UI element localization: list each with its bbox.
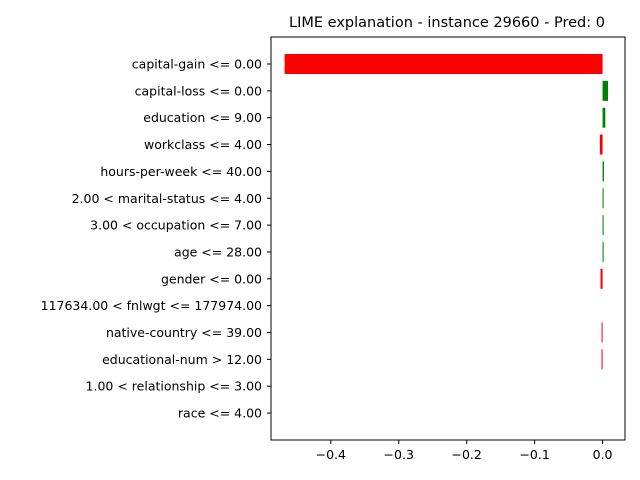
bar-5 [602, 188, 604, 209]
bar-4 [602, 161, 604, 182]
x-tick-label: −0.4 [316, 447, 346, 462]
y-tick-label: capital-loss <= 0.00 [135, 83, 262, 98]
bar-0 [284, 54, 603, 74]
x-tick-label: −0.2 [452, 447, 482, 462]
y-tick-label: gender <= 0.00 [161, 271, 262, 286]
x-axis-ticks: −0.4 −0.3 −0.2 −0.1 0.0 [316, 440, 613, 462]
y-tick-label: age <= 28.00 [174, 244, 262, 259]
y-tick-label: workclass <= 4.00 [144, 137, 262, 152]
bar-11 [601, 349, 603, 370]
y-axis-ticks: capital-gain <= 0.00 capital-loss <= 0.00… [41, 57, 271, 421]
bar-1 [602, 80, 609, 101]
plot-frame [270, 36, 626, 441]
y-tick-label: educational-num > 12.00 [102, 352, 262, 367]
bar-7 [602, 241, 604, 262]
bar-3 [599, 134, 603, 155]
y-tick-label: 1.00 < relationship <= 3.00 [86, 379, 262, 394]
x-tick-label: −0.3 [384, 447, 414, 462]
y-tick-label: 117634.00 < fnlwgt <= 177974.00 [41, 298, 262, 313]
y-tick-label: 3.00 < occupation <= 7.00 [90, 218, 262, 233]
bar-8 [600, 268, 603, 289]
bars-group [284, 54, 609, 370]
y-tick-label: hours-per-week <= 40.00 [100, 164, 262, 179]
y-tick-label: native-country <= 39.00 [106, 325, 262, 340]
chart-title: LIME explanation - instance 29660 - Pred… [289, 15, 605, 31]
bar-10 [601, 322, 603, 343]
x-tick-label: 0.0 [593, 447, 613, 462]
bar-6 [602, 215, 604, 236]
y-tick-label: 2.00 < marital-status <= 4.00 [72, 191, 262, 206]
x-tick-label: −0.1 [519, 447, 549, 462]
bar-2 [602, 107, 606, 128]
y-tick-label: education <= 9.00 [143, 110, 262, 125]
y-tick-label: race <= 4.00 [178, 406, 262, 421]
y-tick-label: capital-gain <= 0.00 [132, 57, 262, 72]
